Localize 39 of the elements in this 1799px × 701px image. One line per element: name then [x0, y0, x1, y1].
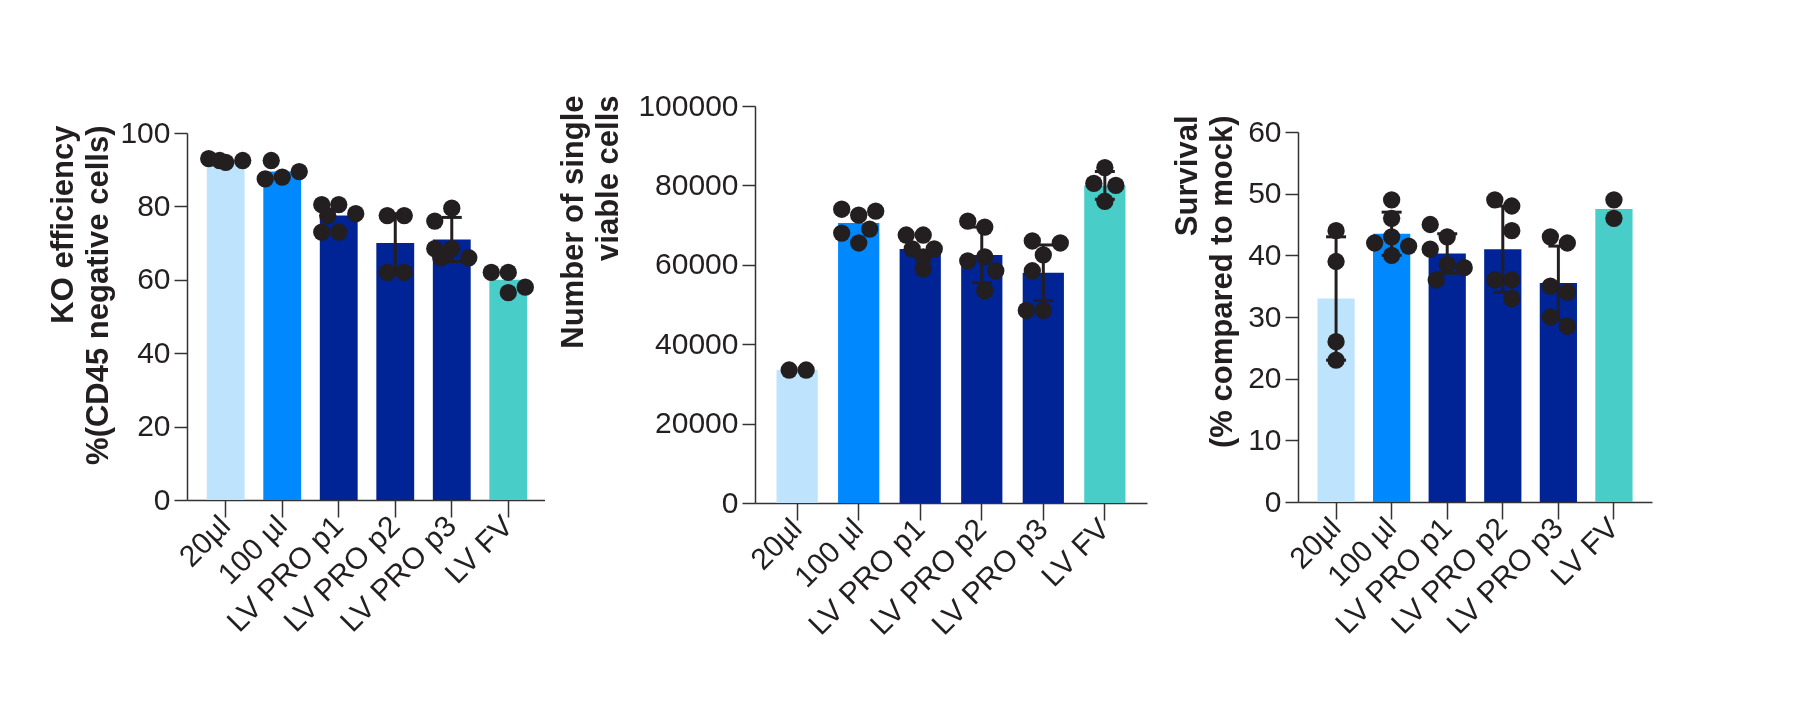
y-tick-label: 50	[1248, 176, 1282, 210]
y-tick-label: 60	[137, 262, 171, 296]
bar	[1484, 249, 1522, 502]
bar	[1084, 185, 1126, 503]
y-tick-label: 100000	[638, 88, 739, 122]
y-tick-label: 60000	[655, 247, 739, 281]
bar	[376, 243, 415, 500]
y-tick-label: 40	[1248, 237, 1282, 271]
bar	[776, 370, 818, 503]
bar	[1595, 209, 1633, 502]
y-tick-label: 40	[137, 335, 171, 369]
bar	[206, 162, 245, 500]
bar	[899, 248, 941, 503]
y-tick-label: 80	[137, 188, 171, 222]
y-tick-label: 30	[1248, 299, 1282, 333]
y-axis-title: Number of single viable cells	[554, 95, 625, 349]
bar	[263, 171, 302, 500]
y-tick-label: 10	[1248, 422, 1282, 456]
bar	[1428, 253, 1466, 502]
y-tick-label: 20	[137, 409, 171, 443]
bar	[432, 239, 471, 500]
y-tick-label: 0	[721, 485, 739, 519]
bar	[1373, 233, 1411, 502]
y-tick-label: 100	[120, 115, 171, 149]
y-tick-label: 20	[1248, 361, 1282, 395]
y-tick-label: 0	[153, 482, 171, 516]
y-tick-label: 0	[1264, 484, 1282, 518]
bar	[489, 279, 528, 500]
y-axis-title: KO efficiency %(CD45 negative cells)	[44, 124, 115, 465]
bar	[838, 223, 880, 503]
bar	[319, 215, 358, 500]
bar	[961, 254, 1003, 503]
y-tick-label: 80000	[655, 167, 739, 201]
y-tick-label: 60	[1248, 114, 1282, 148]
bar	[1022, 272, 1064, 503]
y-tick-label: 40000	[655, 326, 739, 360]
bar	[1317, 298, 1355, 502]
y-tick-label: 20000	[655, 406, 739, 440]
y-axis-title: Survival (% compared to mock)	[1168, 115, 1239, 448]
